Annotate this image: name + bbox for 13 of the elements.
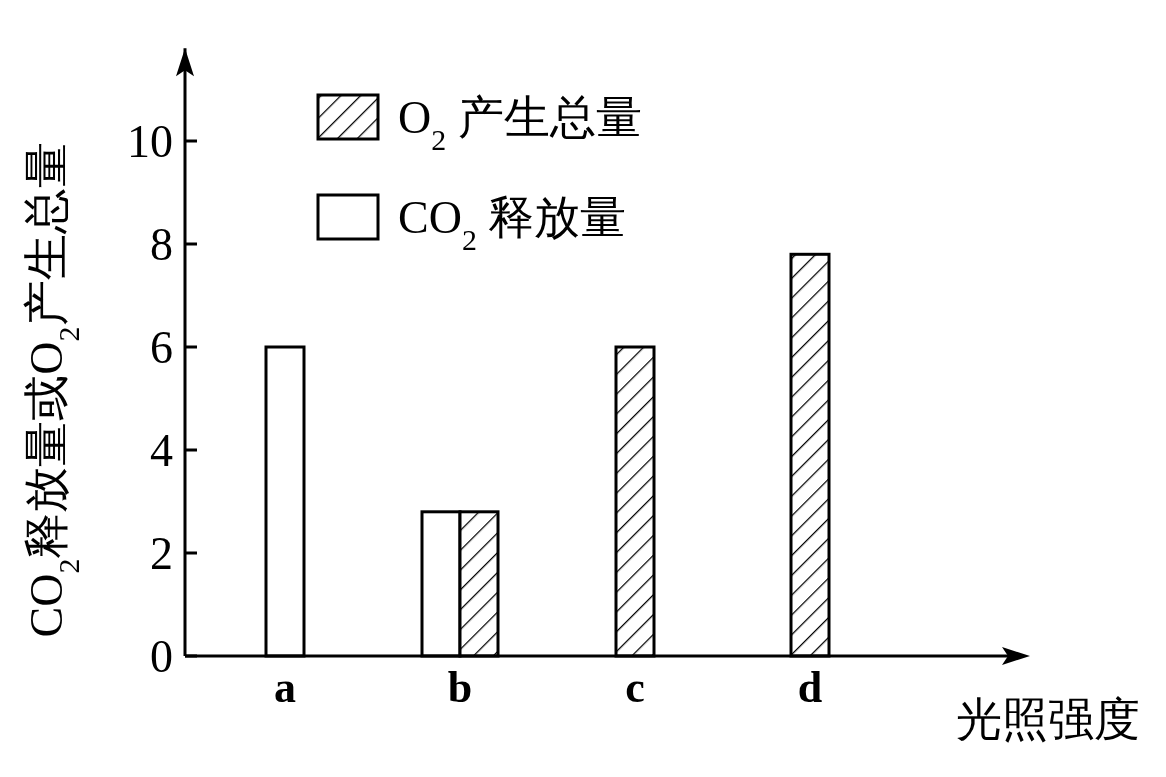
y-tick-label: 6	[150, 321, 173, 373]
y-tick-label: 4	[150, 424, 173, 476]
x-tick-label: c	[625, 663, 645, 712]
x-tick-label: a	[274, 663, 296, 712]
y-tick-label: 10	[127, 115, 173, 167]
y-tick-label: 0	[150, 630, 173, 682]
legend-label: O$_{2}$ 产生总量	[398, 92, 642, 156]
x-tick-label: b	[447, 663, 473, 712]
y-tick-label: 2	[150, 527, 173, 579]
y-tick-label: 8	[150, 218, 173, 270]
x-tick-label: d	[797, 663, 823, 712]
legend-label: CO$_{2}$ 释放量	[398, 192, 627, 256]
x-axis-title: 光照强度	[956, 694, 1140, 745]
